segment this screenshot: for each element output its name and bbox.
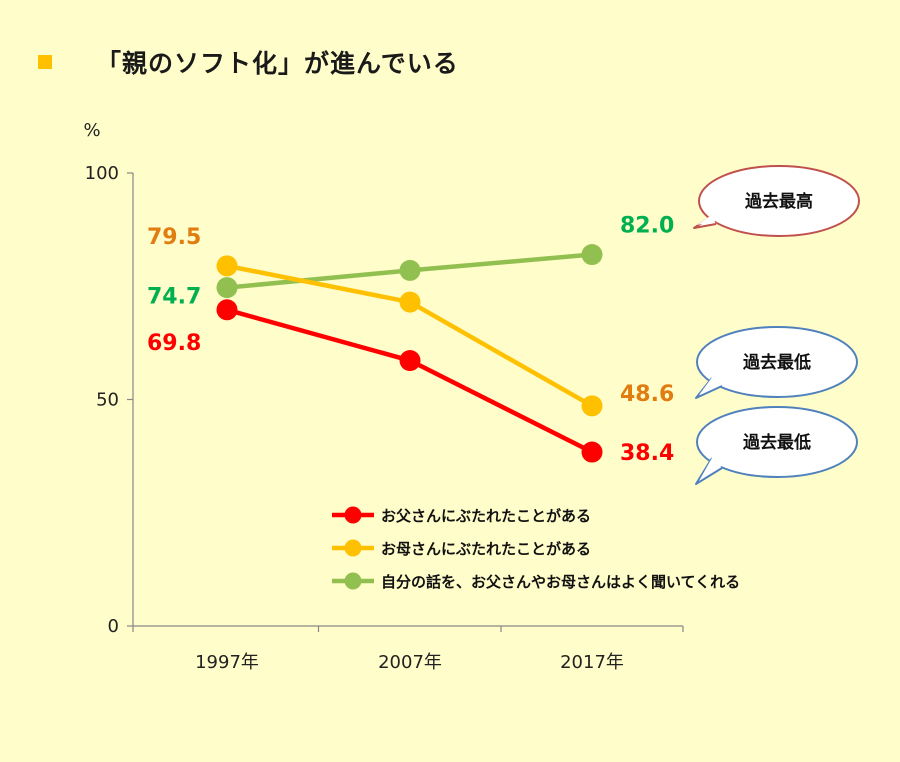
bubble-body (696, 406, 858, 478)
legend-marker (344, 572, 362, 590)
data-point (581, 244, 603, 266)
bubble-text: 過去最高 (745, 191, 813, 212)
bubble-body (698, 165, 860, 237)
data-label: 79.5 (147, 225, 201, 250)
annotation-bubble: 過去最低 (695, 326, 858, 399)
legend-item: 自分の話を、お父さんやお母さんはよく聞いてくれる (332, 572, 740, 591)
y-tick-label: 100 (85, 163, 119, 184)
legend-label: お母さんにぶたれたことがある (381, 540, 591, 558)
data-point (216, 299, 238, 321)
data-point (216, 277, 238, 299)
legend-marker (344, 539, 362, 557)
data-label: 69.8 (147, 331, 201, 356)
bubble-seam (699, 376, 724, 395)
data-point (581, 441, 603, 463)
title-square-icon (38, 55, 52, 69)
legend-marker (344, 506, 362, 524)
legend-item: お父さんにぶたれたことがある (332, 506, 591, 525)
data-point (399, 291, 421, 313)
data-label: 74.7 (147, 285, 201, 310)
data-point (216, 255, 238, 277)
annotation-bubble: 過去最高 (693, 165, 860, 237)
legend: お父さんにぶたれたことがあるお母さんにぶたれたことがある自分の話を、お父さんやお… (332, 506, 740, 591)
data-labels: 69.8 38.4 79.5 48.6 74.7 82.0 (147, 214, 674, 467)
data-point (399, 350, 421, 372)
x-tick-label: 2017年 (560, 652, 624, 673)
data-label: 38.4 (620, 441, 674, 466)
data-point (399, 259, 421, 281)
legend-label: お父さんにぶたれたことがある (381, 507, 591, 525)
y-tick-label: 50 (96, 390, 119, 411)
data-label: 82.0 (620, 214, 674, 239)
bubble-text: 過去最低 (743, 352, 811, 373)
y-tick-label: 0 (108, 616, 119, 637)
x-tick-label: 1997年 (195, 652, 259, 673)
title-text: 「親のソフト化」が進んでいる (96, 49, 459, 78)
axes: 0 50 100 1997年 2007年 2017年 (85, 163, 684, 673)
series-line (226, 307, 594, 455)
bubble-seam (697, 214, 718, 225)
series-line (226, 263, 594, 408)
data-point (581, 395, 603, 417)
annotation-bubble: 過去最低 (695, 406, 858, 485)
bubble-seam (699, 456, 724, 481)
x-tick-label: 2007年 (378, 652, 442, 673)
bubble-text: 過去最低 (743, 432, 811, 453)
chart-title: 「親のソフト化」が進んでいる (38, 44, 459, 80)
unit-label: % (83, 120, 100, 141)
series-layer (216, 244, 603, 463)
legend-item: お母さんにぶたれたことがある (332, 539, 591, 558)
bubble-body (696, 326, 858, 398)
data-label: 48.6 (620, 382, 674, 407)
legend-label: 自分の話を、お父さんやお母さんはよく聞いてくれる (381, 573, 740, 591)
